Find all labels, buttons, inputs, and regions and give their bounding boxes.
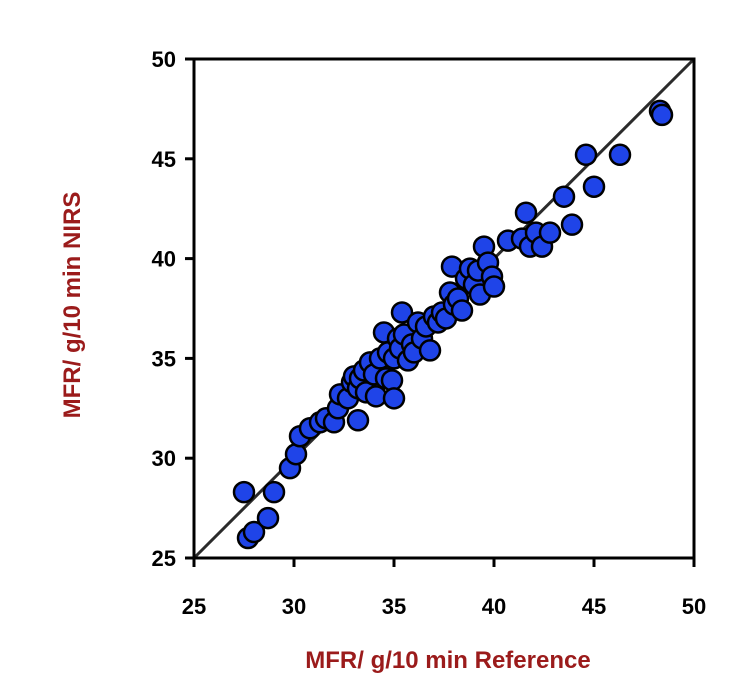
data-point bbox=[232, 480, 256, 504]
x-tick-label: 30 bbox=[282, 594, 306, 619]
data-point bbox=[574, 143, 598, 167]
plot-frame bbox=[192, 57, 696, 560]
data-point bbox=[382, 387, 406, 410]
x-tick-label: 45 bbox=[582, 594, 606, 619]
data-point bbox=[262, 480, 286, 504]
y-tick-label: 25 bbox=[152, 546, 176, 571]
y-axis-title: MFR/ g/10 min NIRS bbox=[59, 192, 86, 419]
x-axis-title: MFR/ g/10 min Reference bbox=[305, 647, 590, 674]
data-points bbox=[232, 99, 674, 550]
y-tick-label: 40 bbox=[152, 247, 176, 272]
data-point bbox=[482, 275, 506, 298]
x-axis: 25 30 35 40 45 50 bbox=[182, 558, 706, 619]
y-tick-label: 50 bbox=[152, 47, 176, 72]
data-point bbox=[284, 442, 308, 466]
y-axis: 25 30 35 40 45 50 bbox=[152, 47, 194, 571]
x-tick-label: 40 bbox=[482, 594, 506, 619]
x-tick-label: 50 bbox=[682, 594, 706, 619]
data-point bbox=[650, 103, 674, 127]
data-point bbox=[346, 409, 370, 432]
data-point bbox=[538, 221, 562, 244]
y-tick-label: 45 bbox=[152, 147, 176, 172]
x-tick-label: 25 bbox=[182, 594, 206, 619]
data-point bbox=[450, 299, 474, 322]
data-point bbox=[256, 506, 280, 530]
y-tick-label: 35 bbox=[152, 346, 176, 371]
data-point bbox=[390, 301, 414, 324]
data-point bbox=[560, 213, 584, 236]
data-point bbox=[418, 339, 442, 362]
data-point bbox=[608, 143, 632, 167]
data-point bbox=[582, 175, 606, 198]
data-point bbox=[514, 201, 538, 224]
data-point bbox=[242, 520, 266, 544]
x-tick-label: 35 bbox=[382, 594, 406, 619]
y-tick-label: 30 bbox=[152, 446, 176, 471]
data-point bbox=[552, 185, 576, 208]
